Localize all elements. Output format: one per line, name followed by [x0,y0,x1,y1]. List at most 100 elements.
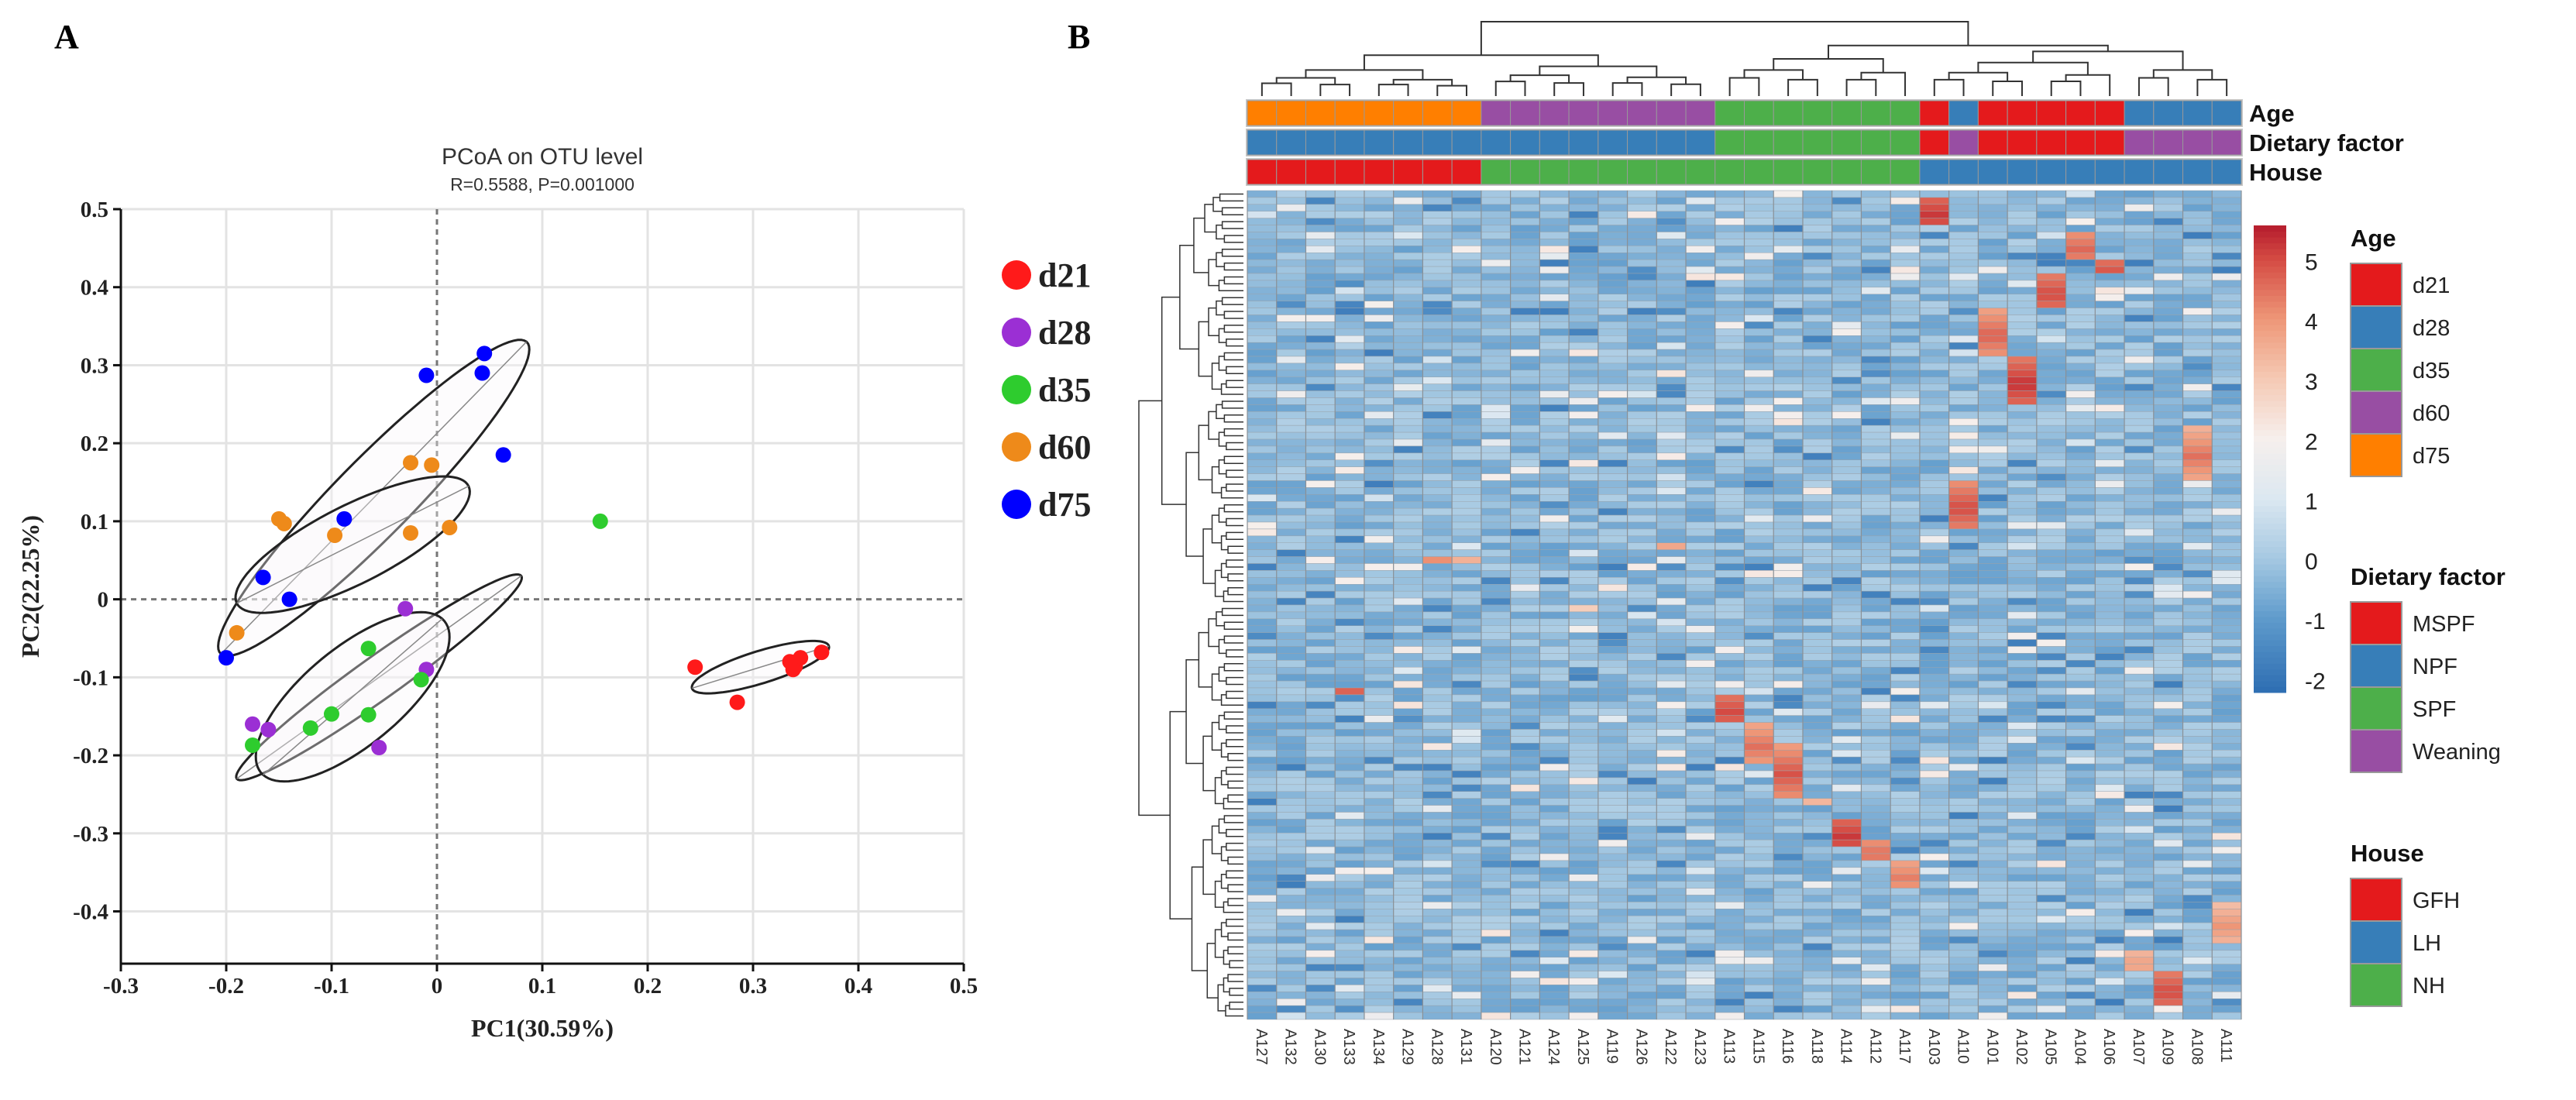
heatmap-cell [1978,563,2008,571]
heatmap-cell [1393,335,1423,343]
heatmap-cell [2182,390,2213,398]
heatmap-cell [2036,342,2066,350]
dendrogram-branch [1226,469,1243,478]
heatmap-cell [1393,860,1423,868]
heatmap-cell [2036,328,2066,336]
heatmap-cell [1305,253,1336,260]
heatmap-cell [1422,888,1453,895]
heatmap-cell [1422,535,1453,543]
heatmap-cell [1978,438,2008,447]
heatmap-cell [1276,653,1306,661]
heatmap-cell [1451,418,1482,426]
heatmap-cell [1598,253,1628,260]
color-bar-segment [2254,657,2286,664]
heatmap-cell [1744,791,1774,799]
heatmap-cell [1422,646,1453,654]
heatmap-cell [1247,680,1277,689]
heatmap-cell [1978,632,2008,640]
heatmap-cell [1334,211,1365,218]
heatmap-cell [1481,246,1511,253]
heatmap-cell [1393,729,1423,737]
heatmap-cell [1714,383,1745,391]
dendrogram-branch [1977,61,2089,75]
heatmap-cell [1276,349,1306,357]
heatmap-cell [1890,356,1921,364]
heatmap-cell [1978,404,2008,412]
heatmap-cell [2065,874,2096,882]
heatmap-cell [2036,335,2066,343]
heatmap-cell [2036,480,2066,488]
annotation-cell-d28 [2153,100,2184,126]
heatmap-cell [1831,425,1862,433]
heatmap-cell [2182,770,2213,779]
heatmap-cell [1831,888,1862,895]
heatmap-cell [1627,784,1657,792]
heatmap-cell [1510,701,1540,709]
color-bar-segment [2254,394,2286,401]
heatmap-cell [1744,999,1774,1006]
heatmap-cell [1685,750,1716,758]
heatmap-cell [1247,888,1277,895]
heatmap-cell [1948,521,1979,530]
heatmap-cell [1422,992,1453,999]
heatmap-cell [1890,874,1921,882]
heatmap-cell [2212,363,2242,371]
heatmap-cell [1978,211,2008,218]
heatmap-cell [1276,259,1306,267]
point-d35 [324,706,339,722]
dendrogram-branch [1223,352,1243,361]
heatmap-cell [1334,514,1365,523]
heatmap-cell [2124,507,2155,516]
heatmap-cell [1890,584,1921,592]
heatmap-cell [1422,507,1453,516]
column-label: A121 [1515,1029,1532,1065]
heatmap-cell [2124,680,2155,689]
heatmap-cell [1364,301,1394,308]
heatmap-cell [1451,922,1482,930]
heatmap-cell [1393,611,1423,620]
heatmap-cell [1890,750,1921,758]
heatmap-cell [2065,294,2096,301]
heatmap-cell [1802,929,1832,937]
heatmap-cell [1890,743,1921,751]
heatmap-cell [2007,1012,2038,1020]
heatmap-cell [2036,597,2066,606]
heatmap-cell [1861,246,1891,253]
dendrogram-branch [1223,455,1243,464]
heatmap-cell [2095,390,2125,398]
heatmap-cell [1598,563,1628,571]
heatmap-cell [1978,590,2008,599]
heatmap-cell [1861,315,1891,322]
heatmap-cell [1861,438,1891,447]
heatmap-cell [1247,604,1277,613]
heatmap-cell [2124,308,2155,315]
dendrogram-branch [1220,874,1229,889]
heatmap-cell [2124,653,2155,661]
dendrogram-branch [1211,825,1222,854]
heatmap-cell [1481,853,1511,861]
heatmap-cell [1802,418,1832,426]
heatmap-cell [1539,812,1570,820]
dendrogram-branch [1223,797,1243,810]
heatmap-cell [1919,411,1949,419]
heatmap-cell [1685,756,1716,765]
heatmap-cell [1919,833,1949,840]
heatmap-cell [1334,853,1365,861]
heatmap-cell [1422,514,1453,523]
heatmap-cell [1890,239,1921,246]
heatmap-cell [2182,445,2213,454]
heatmap-cell [1861,860,1891,868]
heatmap-cell [2007,570,2038,578]
heatmap-cell [1422,280,1453,288]
heatmap-cell [1919,992,1949,999]
heatmap-cell [1334,604,1365,613]
heatmap-cell [1773,833,1804,840]
heatmap-cell [1305,294,1336,301]
heatmap-cell [1393,673,1423,682]
heatmap-cell [1510,535,1540,543]
heatmap-cell [1831,335,1862,343]
heatmap-cell [1656,246,1687,253]
heatmap-cell [2036,867,2066,875]
heatmap-cell [2153,895,2183,902]
heatmap-cell [2065,321,2096,329]
